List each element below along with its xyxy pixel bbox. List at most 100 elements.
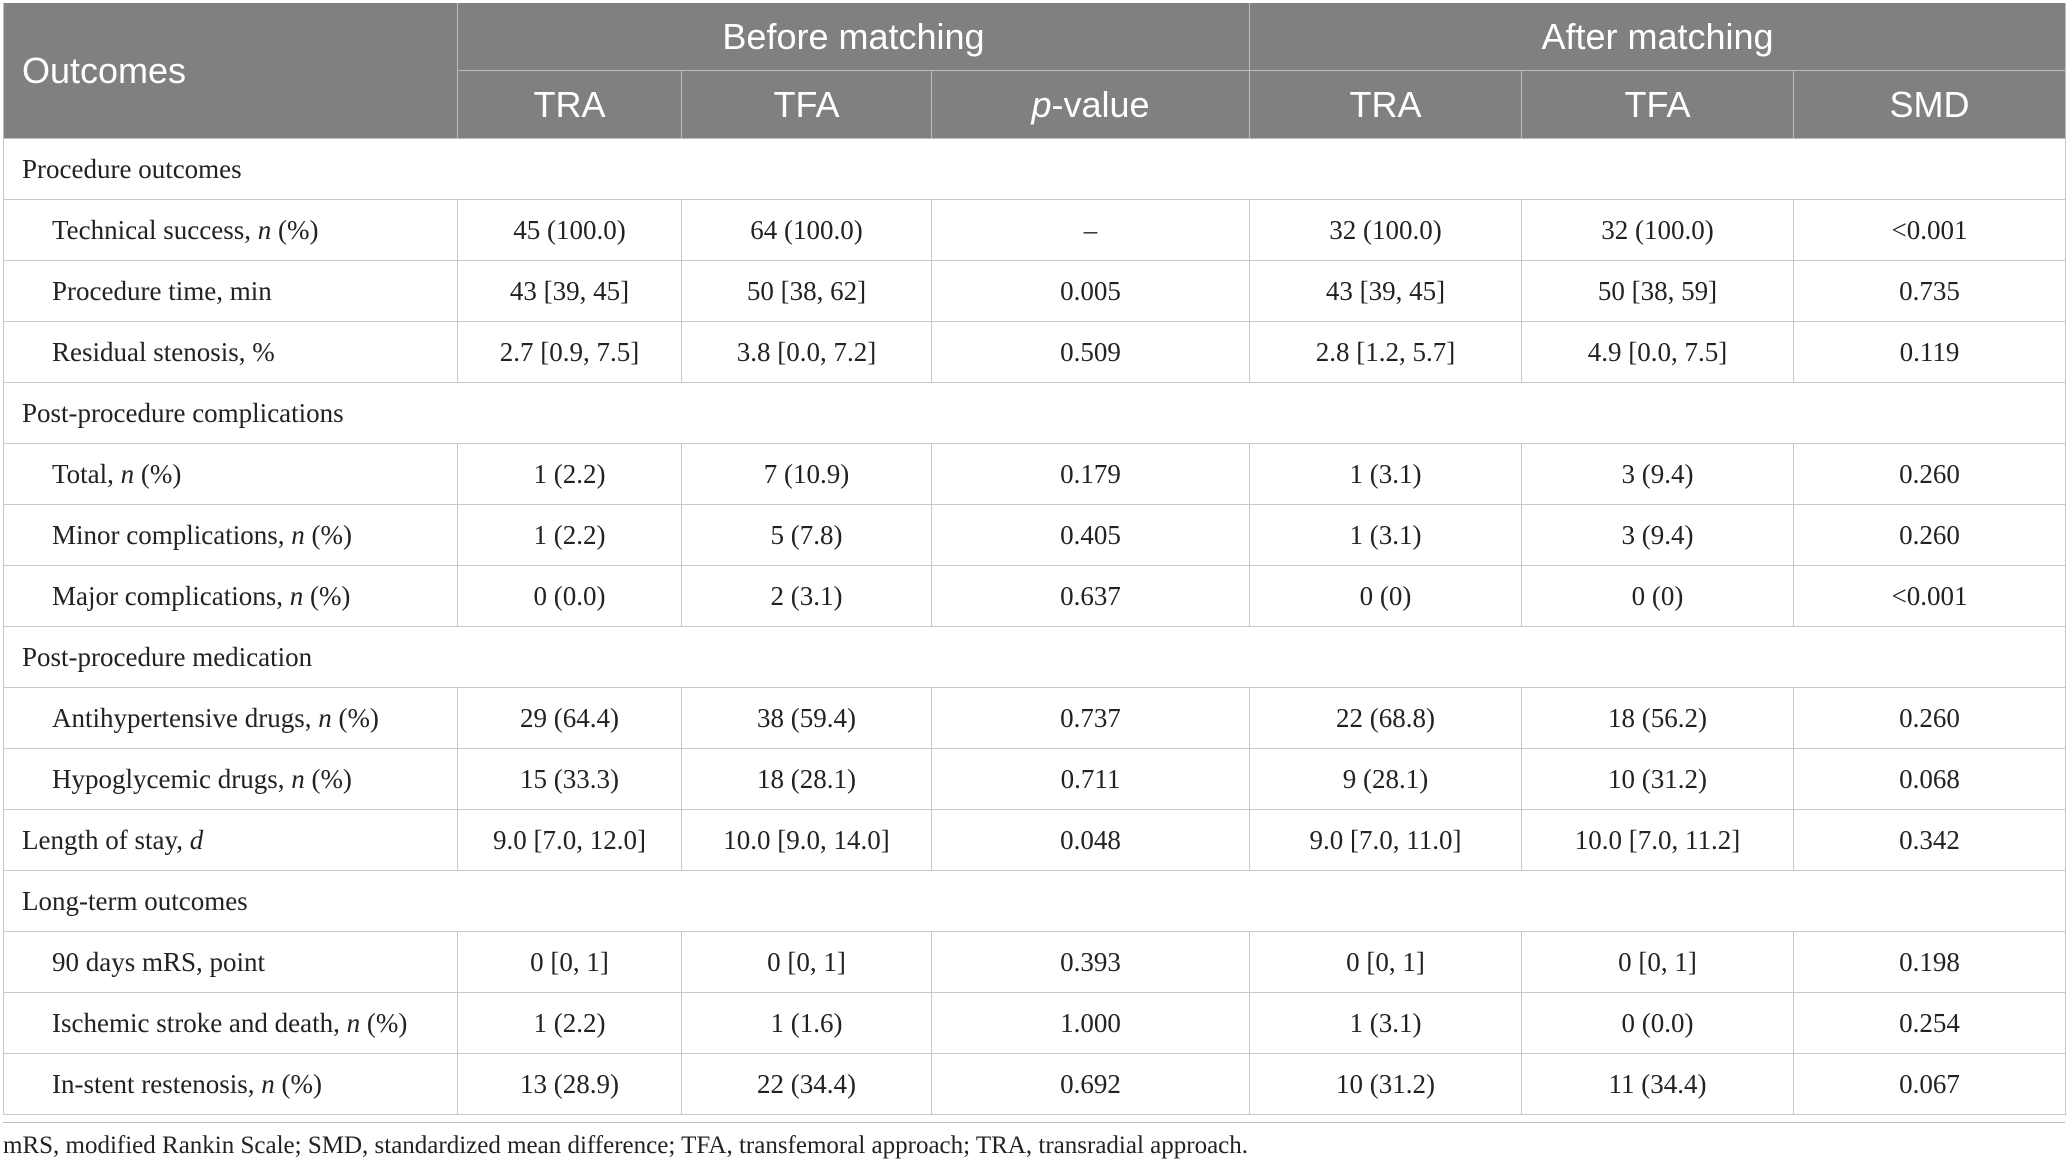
cell-smd: 0.119 bbox=[1793, 321, 2066, 383]
cell-p-value: 0.405 bbox=[931, 504, 1250, 566]
cell-smd: 0.198 bbox=[1793, 931, 2066, 993]
row-label: Residual stenosis, % bbox=[3, 321, 458, 383]
row-label-italic: n bbox=[289, 580, 304, 611]
header-before-tfa: TFA bbox=[681, 70, 932, 139]
row-label: Major complications, n (%) bbox=[3, 565, 458, 627]
cell-before-tra: 0 [0, 1] bbox=[457, 931, 682, 993]
section-row: Procedure outcomes bbox=[3, 138, 2066, 200]
cell-p-value: 0.692 bbox=[931, 1053, 1250, 1115]
table-footnote: mRS, modified Rankin Scale; SMD, standar… bbox=[3, 1132, 1249, 1159]
header-after-tfa: TFA bbox=[1521, 70, 1794, 139]
row-label-text: 90 days mRS, point bbox=[52, 946, 266, 977]
table-row: Total, n (%) 1 (2.2) 7 (10.9) 0.179 1 (3.1) 3… bbox=[3, 443, 2066, 505]
row-label-italic: n bbox=[346, 1007, 361, 1038]
row-label-text: Total, bbox=[52, 458, 121, 489]
row-label-text: Technical success, bbox=[52, 214, 258, 245]
row-label-italic: n bbox=[318, 702, 332, 733]
row-label-suffix: (%) bbox=[303, 580, 351, 611]
cell-smd: 0.735 bbox=[1793, 260, 2066, 322]
table-row: Hypoglycemic drugs, n (%) 15 (33.3) 18 (28… bbox=[3, 748, 2066, 810]
row-label: Ischemic stroke and death, n (%) bbox=[3, 992, 458, 1054]
cell-after-tfa: 11 (34.4) bbox=[1521, 1053, 1794, 1115]
header-p-italic: p bbox=[1031, 83, 1052, 125]
table-row: Major complications, n (%) 0 (0.0) 2 (3.1)… bbox=[3, 565, 2066, 627]
cell-before-tra: 1 (2.2) bbox=[457, 443, 682, 505]
section-row: Long-term outcomes bbox=[3, 870, 2066, 932]
cell-before-tra: 43 [39, 45] bbox=[457, 260, 682, 322]
cell-smd: 0.260 bbox=[1793, 504, 2066, 566]
cell-before-tra: 1 (2.2) bbox=[457, 504, 682, 566]
row-label-italic: n bbox=[257, 214, 272, 245]
section-label: Post-procedure complications bbox=[3, 382, 2066, 444]
section-row: Post-procedure medication bbox=[3, 626, 2066, 688]
cell-after-tfa: 32 (100.0) bbox=[1521, 199, 1794, 261]
cell-before-tfa: 3.8 [0.0, 7.2] bbox=[681, 321, 932, 383]
row-label-suffix: (%) bbox=[304, 519, 352, 550]
header-p-value: p-value bbox=[931, 70, 1250, 139]
cell-after-tfa: 10.0 [7.0, 11.2] bbox=[1521, 809, 1794, 871]
row-label-suffix: (%) bbox=[274, 1068, 322, 1099]
row-label-text: Antihypertensive drugs, bbox=[52, 702, 319, 733]
cell-after-tra: 0 [0, 1] bbox=[1249, 931, 1522, 993]
row-label-italic: d bbox=[189, 824, 204, 855]
cell-p-value: 0.711 bbox=[931, 748, 1250, 810]
table-row: Antihypertensive drugs, n (%) 29 (64.4) 38… bbox=[3, 687, 2066, 749]
table-body: Procedure outcomes Technical success, n (… bbox=[3, 138, 2066, 1115]
cell-before-tfa: 22 (34.4) bbox=[681, 1053, 932, 1115]
row-label-suffix: (%) bbox=[304, 763, 352, 794]
cell-before-tfa: 0 [0, 1] bbox=[681, 931, 932, 993]
section-label: Long-term outcomes bbox=[3, 870, 2066, 932]
cell-before-tfa: 50 [38, 62] bbox=[681, 260, 932, 322]
cell-before-tfa: 64 (100.0) bbox=[681, 199, 932, 261]
row-label: Length of stay, d bbox=[3, 809, 458, 871]
row-label-italic: n bbox=[261, 1068, 275, 1099]
table-row: Minor complications, n (%) 1 (2.2) 5 (7.8)… bbox=[3, 504, 2066, 566]
row-label-italic: n bbox=[291, 519, 305, 550]
cell-p-value: 0.637 bbox=[931, 565, 1250, 627]
cell-after-tfa: 3 (9.4) bbox=[1521, 443, 1794, 505]
cell-after-tfa: 3 (9.4) bbox=[1521, 504, 1794, 566]
cell-after-tfa: 0 (0) bbox=[1521, 565, 1794, 627]
cell-after-tfa: 18 (56.2) bbox=[1521, 687, 1794, 749]
cell-after-tra: 9.0 [7.0, 11.0] bbox=[1249, 809, 1522, 871]
cell-before-tra: 15 (33.3) bbox=[457, 748, 682, 810]
header-after-tra: TRA bbox=[1249, 70, 1522, 139]
cell-after-tfa: 0 (0.0) bbox=[1521, 992, 1794, 1054]
row-label-text: In-stent restenosis, bbox=[52, 1068, 262, 1099]
section-row: Post-procedure complications bbox=[3, 382, 2066, 444]
cell-smd: 0.342 bbox=[1793, 809, 2066, 871]
header-outcomes: Outcomes bbox=[3, 3, 458, 139]
cell-after-tfa: 0 [0, 1] bbox=[1521, 931, 1794, 993]
cell-smd: 0.260 bbox=[1793, 687, 2066, 749]
row-label-italic: n bbox=[120, 458, 135, 489]
cell-after-tfa: 50 [38, 59] bbox=[1521, 260, 1794, 322]
row-label-text: Major complications, bbox=[52, 580, 290, 611]
table-row: Ischemic stroke and death, n (%) 1 (2.2) 1… bbox=[3, 992, 2066, 1054]
cell-before-tra: 1 (2.2) bbox=[457, 992, 682, 1054]
row-label: Technical success, n (%) bbox=[3, 199, 458, 261]
cell-p-value: 0.509 bbox=[931, 321, 1250, 383]
cell-after-tra: 22 (68.8) bbox=[1249, 687, 1522, 749]
cell-smd: 0.068 bbox=[1793, 748, 2066, 810]
row-label-text: Minor complications, bbox=[52, 519, 292, 550]
cell-before-tra: 0 (0.0) bbox=[457, 565, 682, 627]
row-label: In-stent restenosis, n (%) bbox=[3, 1053, 458, 1115]
cell-before-tfa: 18 (28.1) bbox=[681, 748, 932, 810]
cell-after-tra: 32 (100.0) bbox=[1249, 199, 1522, 261]
cell-after-tra: 43 [39, 45] bbox=[1249, 260, 1522, 322]
cell-before-tfa: 5 (7.8) bbox=[681, 504, 932, 566]
cell-after-tra: 2.8 [1.2, 5.7] bbox=[1249, 321, 1522, 383]
row-label-suffix: (%) bbox=[360, 1007, 408, 1038]
table-row: In-stent restenosis, n (%) 13 (28.9) 22 (3… bbox=[3, 1053, 2066, 1115]
header-after-matching: After matching bbox=[1249, 3, 2066, 71]
row-label: 90 days mRS, point bbox=[3, 931, 458, 993]
cell-after-tra: 10 (31.2) bbox=[1249, 1053, 1522, 1115]
header-before-tra: TRA bbox=[457, 70, 682, 139]
table-row: Residual stenosis, % 2.7 [0.9, 7.5] 3.8 [0… bbox=[3, 321, 2066, 383]
table-header: Outcomes Before matching After matching … bbox=[3, 3, 2066, 139]
cell-after-tfa: 4.9 [0.0, 7.5] bbox=[1521, 321, 1794, 383]
cell-p-value: 0.179 bbox=[931, 443, 1250, 505]
row-label-text: Residual stenosis, % bbox=[52, 336, 275, 367]
cell-before-tfa: 7 (10.9) bbox=[681, 443, 932, 505]
cell-smd: 0.260 bbox=[1793, 443, 2066, 505]
